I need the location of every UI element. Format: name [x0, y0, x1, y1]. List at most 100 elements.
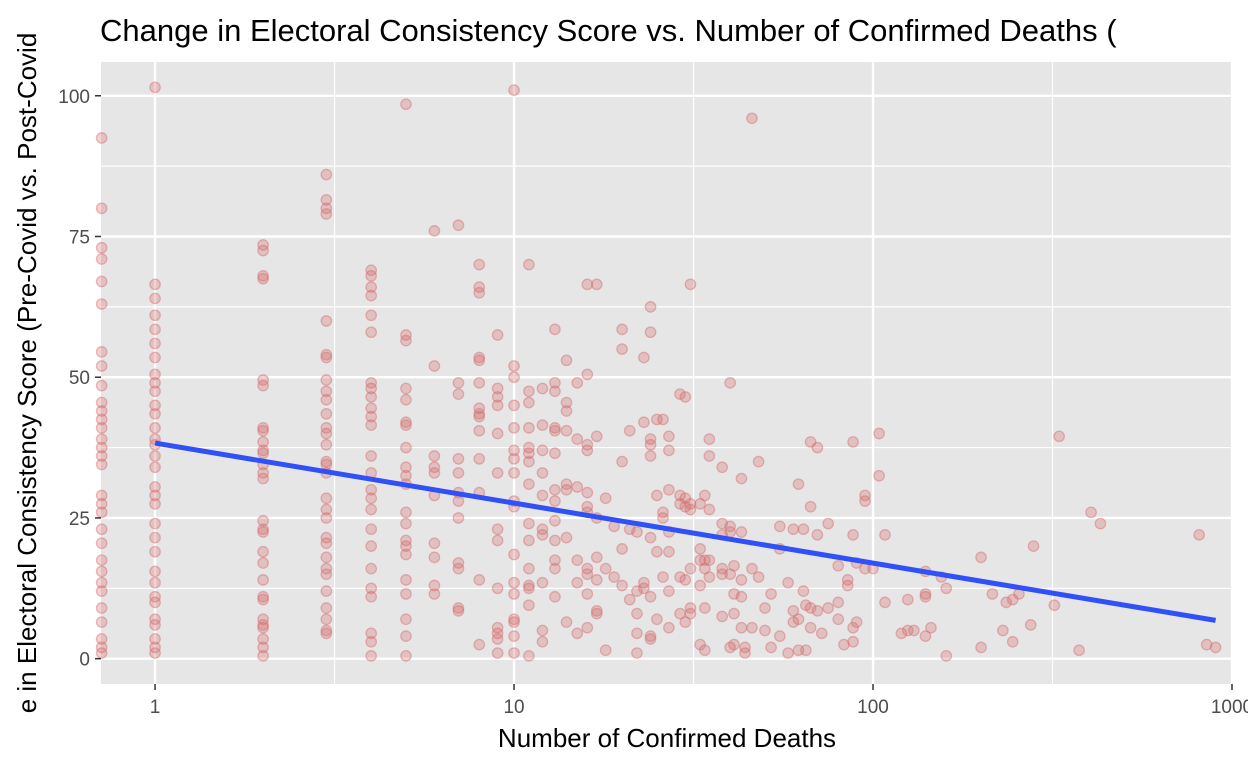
- data-point: [703, 571, 716, 583]
- data-point: [773, 520, 786, 533]
- data-point: [590, 551, 603, 564]
- data-point: [859, 489, 871, 502]
- data-point: [428, 467, 441, 479]
- data-point: [452, 467, 465, 479]
- data-point: [95, 433, 108, 445]
- data-point: [608, 571, 620, 583]
- data-point: [644, 633, 657, 645]
- data-point: [365, 326, 378, 339]
- data-point: [1073, 644, 1085, 657]
- data-point: [452, 604, 465, 617]
- data-point: [581, 500, 594, 513]
- data-point: [536, 523, 549, 536]
- data-point: [644, 450, 657, 462]
- data-point: [320, 202, 333, 215]
- data-point: [257, 422, 269, 434]
- data-point: [1209, 641, 1222, 654]
- data-point: [1006, 635, 1019, 648]
- data-point: [320, 407, 333, 420]
- data-point: [536, 489, 549, 502]
- data-point: [428, 551, 441, 564]
- data-point: [491, 399, 504, 412]
- data-point: [149, 385, 161, 398]
- data-point: [841, 574, 854, 586]
- data-point: [365, 523, 378, 536]
- data-point: [792, 478, 805, 491]
- data-point: [257, 633, 269, 645]
- data-point: [797, 585, 810, 597]
- data-point: [149, 399, 161, 412]
- data-point: [739, 641, 751, 654]
- data-point: [822, 602, 835, 614]
- data-point: [428, 579, 441, 592]
- data-point: [571, 377, 584, 389]
- data-point: [631, 526, 643, 538]
- data-point: [735, 472, 748, 485]
- data-point: [491, 647, 504, 659]
- data-point: [491, 467, 504, 479]
- data-point: [508, 548, 520, 561]
- x-axis-title: Number of Confirmed Deaths: [498, 723, 836, 753]
- data-point: [782, 647, 794, 659]
- data-point: [365, 492, 378, 505]
- data-point: [257, 374, 269, 386]
- data-point: [400, 534, 412, 547]
- data-point: [581, 562, 594, 575]
- data-point: [149, 517, 161, 530]
- data-point: [257, 574, 269, 586]
- data-point: [400, 588, 412, 600]
- data-point: [95, 275, 108, 288]
- data-point: [400, 548, 412, 561]
- data-point: [599, 492, 612, 505]
- data-point: [644, 433, 657, 445]
- data-point: [847, 436, 859, 448]
- data-point: [879, 596, 891, 609]
- data-point: [623, 593, 636, 606]
- data-point: [508, 588, 520, 600]
- data-point: [616, 323, 628, 336]
- data-point: [919, 630, 932, 643]
- data-point: [365, 377, 378, 389]
- data-point: [491, 523, 504, 536]
- data-point: [752, 455, 765, 468]
- data-point: [257, 436, 269, 448]
- data-point: [400, 574, 412, 586]
- data-point: [536, 635, 549, 648]
- data-point: [508, 371, 520, 384]
- data-point: [149, 489, 161, 502]
- x-tick-label: 100: [857, 697, 889, 718]
- data-point: [508, 467, 520, 479]
- data-point: [616, 543, 628, 555]
- data-point: [792, 644, 805, 657]
- data-point: [735, 526, 748, 538]
- data-point: [674, 388, 686, 400]
- data-point: [800, 644, 812, 657]
- data-point: [257, 557, 269, 569]
- data-point: [452, 377, 465, 389]
- data-point: [787, 616, 800, 628]
- data-point: [95, 253, 108, 265]
- data-point: [149, 596, 161, 609]
- data-point: [800, 599, 812, 612]
- data-point: [149, 351, 161, 364]
- data-point: [95, 202, 108, 215]
- data-point: [847, 528, 859, 541]
- data-point: [491, 582, 504, 595]
- data-point: [599, 644, 612, 657]
- data-point: [599, 562, 612, 575]
- data-point: [149, 407, 161, 420]
- data-point: [149, 368, 161, 381]
- data-point: [95, 441, 108, 454]
- data-point: [149, 590, 161, 603]
- data-point: [452, 452, 465, 465]
- data-point: [536, 576, 549, 589]
- data-point: [149, 450, 161, 462]
- data-point: [746, 562, 758, 575]
- data-point: [746, 112, 758, 125]
- data-point: [452, 512, 465, 524]
- data-point: [365, 582, 378, 595]
- data-point: [95, 537, 108, 550]
- data-point: [95, 633, 108, 645]
- data-point: [581, 588, 594, 600]
